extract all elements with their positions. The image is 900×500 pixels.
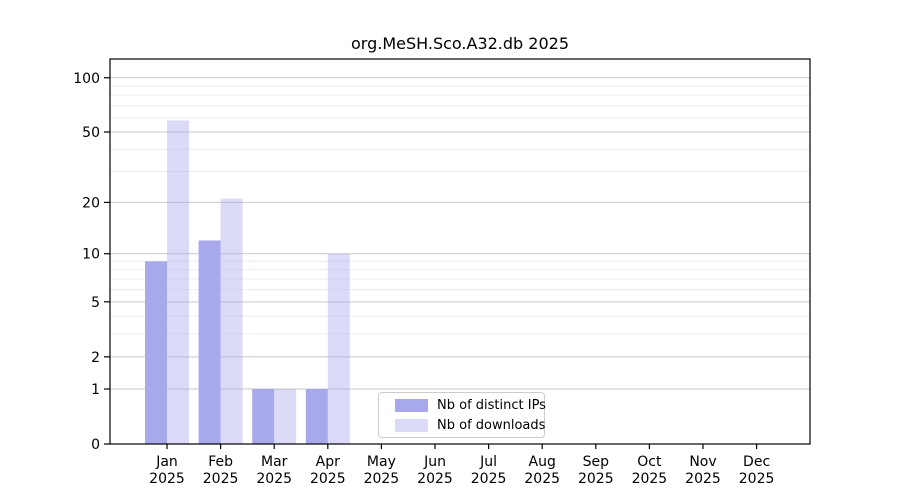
x-tick-label-apr: Apr 2025 <box>310 454 346 487</box>
x-tick-label-feb: Feb 2025 <box>203 454 239 487</box>
bar-distinct-ips-feb <box>198 240 221 444</box>
y-tick-label: 5 <box>91 295 100 311</box>
x-tick-label-oct: Oct 2025 <box>632 454 668 487</box>
bar-distinct-ips-jan <box>145 261 167 444</box>
legend-item-distinct-ips: Nb of distinct IPs <box>379 397 546 413</box>
bar-downloads-mar <box>274 389 297 444</box>
bar-distinct-ips-apr <box>305 389 328 444</box>
y-tick-label: 10 <box>82 247 100 263</box>
x-tick-label-aug: Aug 2025 <box>524 454 560 487</box>
chart-title: org.MeSH.Sco.A32.db 2025 <box>350 34 570 53</box>
x-tick-label-mar: Mar 2025 <box>256 454 292 487</box>
bar-downloads-apr <box>327 253 350 444</box>
x-tick-label-sep: Sep 2025 <box>578 454 614 487</box>
x-tick-label-dec: Dec 2025 <box>739 454 775 487</box>
y-tick-label: 2 <box>91 350 100 366</box>
legend-swatch-downloads <box>395 418 428 432</box>
x-tick-label-may: May 2025 <box>364 454 400 487</box>
y-tick-label: 20 <box>82 195 100 211</box>
x-tick-label-jan: Jan 2025 <box>149 454 185 487</box>
x-tick-label-jun: Jun 2025 <box>417 454 453 487</box>
bar-distinct-ips-mar <box>252 389 275 444</box>
bar-downloads-feb <box>220 198 243 444</box>
y-tick-label: 0 <box>91 437 100 453</box>
y-tick-label: 1 <box>91 382 100 398</box>
legend-label-downloads: Nb of downloads <box>437 417 546 433</box>
legend-label-distinct-ips: Nb of distinct IPs <box>437 397 546 413</box>
plot-border <box>109 58 811 445</box>
legend-swatch-distinct-ips <box>395 398 428 412</box>
x-tick-label-jul: Jul 2025 <box>471 454 507 487</box>
legend-item-downloads: Nb of downloads <box>379 417 546 433</box>
legend: Nb of distinct IPs Nb of downloads <box>378 392 546 438</box>
y-tick-label: 50 <box>82 125 100 141</box>
x-tick-label-nov: Nov 2025 <box>685 454 721 487</box>
y-tick-label: 100 <box>73 71 100 87</box>
bar-downloads-jan <box>167 120 189 444</box>
